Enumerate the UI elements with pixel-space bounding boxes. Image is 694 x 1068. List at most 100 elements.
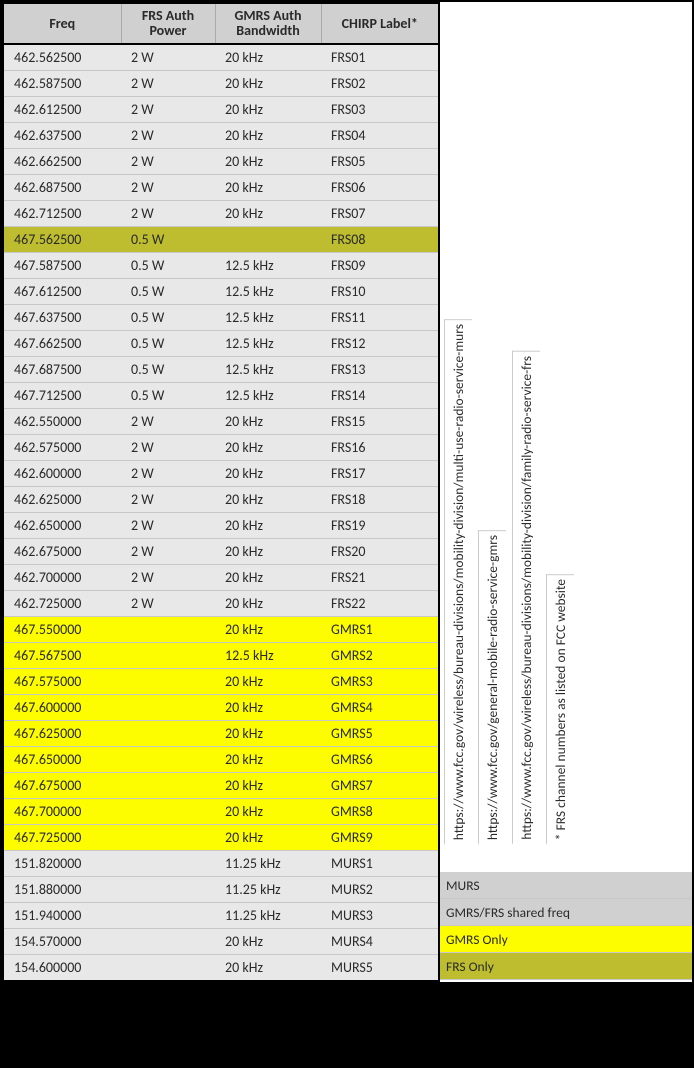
table-row: 151.94000011.25 kHzMURS3	[3, 902, 439, 928]
col-header-freq: Freq	[3, 3, 121, 44]
cell-bw: 20 kHz	[215, 746, 321, 772]
cell-label: FRS19	[321, 512, 439, 538]
table-row: 467.5875000.5 W12.5 kHzFRS09	[3, 252, 439, 278]
cell-power	[121, 850, 215, 876]
cell-freq: 462.575000	[3, 434, 121, 460]
cell-freq: 154.600000	[3, 954, 121, 981]
link-frs: https://www.fcc.gov/wireless/bureau-divi…	[512, 351, 540, 844]
cell-bw: 20 kHz	[215, 434, 321, 460]
cell-bw: 20 kHz	[215, 96, 321, 122]
cell-freq: 467.637500	[3, 304, 121, 330]
cell-power: 0.5 W	[121, 226, 215, 252]
cell-power	[121, 824, 215, 850]
cell-bw: 20 kHz	[215, 460, 321, 486]
cell-label: GMRS4	[321, 694, 439, 720]
cell-bw: 12.5 kHz	[215, 278, 321, 304]
cell-bw: 20 kHz	[215, 668, 321, 694]
cell-freq: 462.687500	[3, 174, 121, 200]
cell-freq: 462.625000	[3, 486, 121, 512]
cell-freq: 467.712500	[3, 382, 121, 408]
cell-bw: 20 kHz	[215, 694, 321, 720]
table-row: 467.6375000.5 W12.5 kHzFRS11	[3, 304, 439, 330]
cell-label: MURS2	[321, 876, 439, 902]
table-body: 462.5625002 W20 kHzFRS01462.5875002 W20 …	[3, 44, 439, 981]
cell-freq: 462.700000	[3, 564, 121, 590]
cell-freq: 467.567500	[3, 642, 121, 668]
cell-label: MURS4	[321, 928, 439, 954]
cell-freq: 462.612500	[3, 96, 121, 122]
cell-label: FRS14	[321, 382, 439, 408]
cell-freq: 467.550000	[3, 616, 121, 642]
legend-shared: GMRS/FRS shared freq	[440, 899, 692, 926]
cell-label: FRS08	[321, 226, 439, 252]
table-row: 462.5875002 W20 kHzFRS02	[3, 70, 439, 96]
cell-power: 2 W	[121, 96, 215, 122]
cell-power: 2 W	[121, 148, 215, 174]
cell-bw: 12.5 kHz	[215, 330, 321, 356]
cell-label: FRS11	[321, 304, 439, 330]
cell-bw: 20 kHz	[215, 512, 321, 538]
cell-label: FRS01	[321, 44, 439, 71]
cell-power: 2 W	[121, 590, 215, 616]
cell-label: MURS5	[321, 954, 439, 981]
cell-label: MURS3	[321, 902, 439, 928]
cell-freq: 467.662500	[3, 330, 121, 356]
cell-label: GMRS9	[321, 824, 439, 850]
table-row: 467.56750012.5 kHzGMRS2	[3, 642, 439, 668]
table-row: 462.5500002 W20 kHzFRS15	[3, 408, 439, 434]
cell-bw: 20 kHz	[215, 538, 321, 564]
legend-frs: FRS Only	[440, 953, 692, 980]
cell-power	[121, 642, 215, 668]
table-row: 467.57500020 kHzGMRS3	[3, 668, 439, 694]
cell-bw: 12.5 kHz	[215, 304, 321, 330]
cell-power	[121, 876, 215, 902]
table-row: 462.6625002 W20 kHzFRS05	[3, 148, 439, 174]
cell-bw: 20 kHz	[215, 590, 321, 616]
legend-gmrs: GMRS Only	[440, 926, 692, 953]
cell-label: FRS18	[321, 486, 439, 512]
table-row: 467.72500020 kHzGMRS9	[3, 824, 439, 850]
col-header-chirp: CHIRP Label*	[321, 3, 439, 44]
cell-power: 0.5 W	[121, 382, 215, 408]
cell-freq: 467.587500	[3, 252, 121, 278]
cell-power	[121, 694, 215, 720]
cell-power: 2 W	[121, 538, 215, 564]
cell-bw: 20 kHz	[215, 616, 321, 642]
cell-label: FRS02	[321, 70, 439, 96]
table-row: 462.6250002 W20 kHzFRS18	[3, 486, 439, 512]
side-panel: https://www.fcc.gov/wireless/bureau-divi…	[440, 2, 692, 982]
cell-power: 2 W	[121, 122, 215, 148]
link-gmrs: https://www.fcc.gov/general-mobile-radio…	[478, 530, 506, 844]
cell-freq: 462.650000	[3, 512, 121, 538]
cell-power: 2 W	[121, 434, 215, 460]
cell-label: FRS21	[321, 564, 439, 590]
cell-freq: 467.612500	[3, 278, 121, 304]
cell-freq: 151.880000	[3, 876, 121, 902]
cell-bw: 20 kHz	[215, 928, 321, 954]
cell-bw: 20 kHz	[215, 200, 321, 226]
cell-label: GMRS1	[321, 616, 439, 642]
cell-power	[121, 668, 215, 694]
cell-bw: 20 kHz	[215, 70, 321, 96]
table-row: 154.60000020 kHzMURS5	[3, 954, 439, 981]
cell-power: 2 W	[121, 200, 215, 226]
cell-bw: 20 kHz	[215, 44, 321, 71]
cell-freq: 467.625000	[3, 720, 121, 746]
col-header-bandwidth: GMRS Auth Bandwidth	[215, 3, 321, 44]
cell-bw	[215, 226, 321, 252]
frequency-table: Freq FRS Auth Power GMRS Auth Bandwidth …	[2, 2, 440, 982]
cell-label: FRS05	[321, 148, 439, 174]
cell-power: 2 W	[121, 486, 215, 512]
cell-bw: 20 kHz	[215, 122, 321, 148]
cell-power: 0.5 W	[121, 356, 215, 382]
cell-label: FRS15	[321, 408, 439, 434]
cell-power	[121, 772, 215, 798]
cell-label: GMRS2	[321, 642, 439, 668]
table-row: 467.7125000.5 W12.5 kHzFRS14	[3, 382, 439, 408]
cell-label: FRS04	[321, 122, 439, 148]
cell-label: FRS03	[321, 96, 439, 122]
table-row: 467.67500020 kHzGMRS7	[3, 772, 439, 798]
cell-bw: 12.5 kHz	[215, 382, 321, 408]
cell-label: FRS16	[321, 434, 439, 460]
cell-freq: 467.700000	[3, 798, 121, 824]
